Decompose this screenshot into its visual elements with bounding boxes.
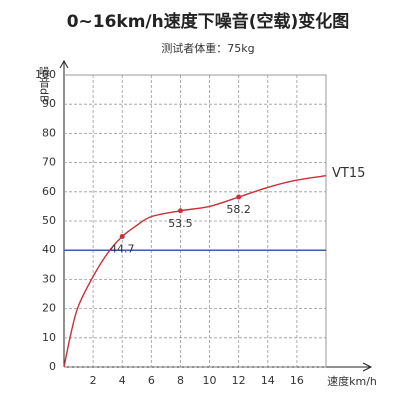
x-tick-label: 2	[90, 374, 97, 387]
annotation-point	[119, 233, 125, 239]
annotation-point	[236, 194, 242, 200]
annotation-label: 44.7	[110, 242, 135, 255]
x-tick-label: 16	[290, 374, 304, 387]
x-tick-label: 8	[177, 374, 184, 387]
x-tick-label: 4	[119, 374, 126, 387]
y-tick-label: 30	[42, 272, 56, 285]
y-tick-label: 40	[42, 243, 56, 256]
x-tick-label: 6	[148, 374, 155, 387]
x-axis-label: 速度km/h	[327, 374, 377, 388]
y-tick-label: 0	[49, 360, 56, 373]
y-tick-label: 100	[35, 68, 56, 81]
y-tick-label: 50	[42, 214, 56, 227]
series-line	[63, 175, 327, 368]
y-tick-label: 70	[42, 156, 56, 169]
y-tick-label: 60	[42, 185, 56, 198]
x-arrow	[362, 362, 373, 372]
y-arrow	[59, 59, 69, 69]
y-axis-label: 噪音dB	[38, 66, 51, 103]
series-label: VT15	[332, 166, 365, 181]
annotation-label: 58.2	[226, 203, 251, 216]
y-tick-label: 20	[42, 302, 56, 315]
x-tick-label: 14	[261, 374, 275, 387]
chart-subtitle: 测试者体重：75kg	[161, 41, 254, 55]
y-tick-label: 80	[42, 126, 56, 139]
annotation-point	[177, 208, 183, 214]
x-tick-label: 10	[203, 374, 217, 387]
x-tick-label: 12	[232, 374, 246, 387]
y-tick-label: 90	[42, 97, 56, 110]
y-tick-label: 10	[42, 331, 56, 344]
chart-title: 0~16km/h速度下噪音(空载)变化图	[67, 11, 350, 32]
annotation-label: 53.5	[168, 217, 193, 230]
